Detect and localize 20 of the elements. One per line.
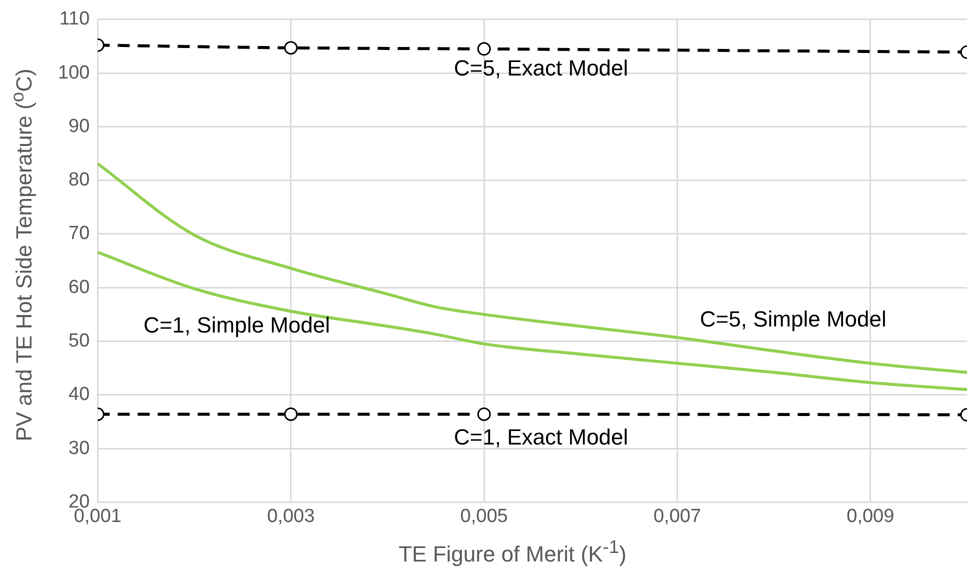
line-series [98,250,967,392]
y-tick-label: 40 [68,384,90,406]
y-tick-label: 110 [59,8,90,30]
y-tick-label: 90 [68,116,90,137]
y-tick-label: 70 [68,223,90,244]
x-tick-label: 0,007 [653,506,702,527]
x-tick-label: 0,003 [267,506,315,527]
series-label: C=1, Exact Model [454,424,628,450]
x-tick-label: 0,005 [460,506,508,527]
y-tick-label: 60 [68,276,90,298]
y-tick-label: 80 [68,170,90,191]
y-tick-label: 50 [68,330,90,352]
series-label: C=5, Simple Model [700,306,886,332]
x-axis-title: TE Figure of Merit (K$^{-1}$) [398,536,628,567]
series-label: C=1, Simple Model [144,312,330,338]
series-label: C=5, Exact Model [454,55,628,80]
y-tick-label: 100 [58,62,90,84]
x-tick-label: 0,009 [846,506,894,527]
y-tick-label: 30 [68,438,90,459]
line-series [98,162,967,374]
